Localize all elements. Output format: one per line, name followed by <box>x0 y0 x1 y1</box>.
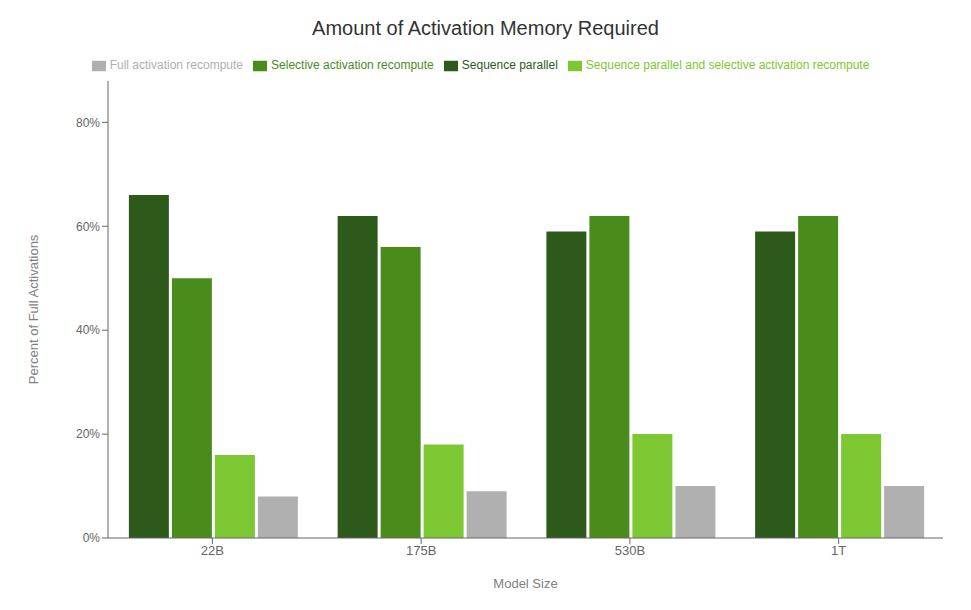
html-text:Amount of Activation Memory Re: Amount of Activation Memory Required <box>312 17 659 39</box>
svg-text:1T: 1T <box>831 543 846 558</box>
svg-text:60%: 60% <box>76 220 100 234</box>
html-text:Selective activation recompute: Selective activation recompute <box>271 58 434 72</box>
svg-text:530B: 530B <box>615 543 645 558</box>
html-text:Sequence parallel and selectiv: Sequence parallel and selective activati… <box>585 58 870 72</box>
svg-text:Percent of Full Activations: Percent of Full Activations <box>26 234 41 384</box>
svg-text:Model Size: Model Size <box>493 576 557 591</box>
svg-text:20%: 20% <box>76 427 100 441</box>
html-text:Full activation recompute: Full activation recompute <box>109 58 243 72</box>
svg-text:80%: 80% <box>76 116 100 130</box>
svg-text:40%: 40% <box>76 323 100 337</box>
html-text:Sequence parallel: Sequence parallel <box>461 58 558 72</box>
svg-text:22B: 22B <box>201 543 224 558</box>
svg-text:175B: 175B <box>406 543 436 558</box>
svg-text:0%: 0% <box>83 531 101 545</box>
